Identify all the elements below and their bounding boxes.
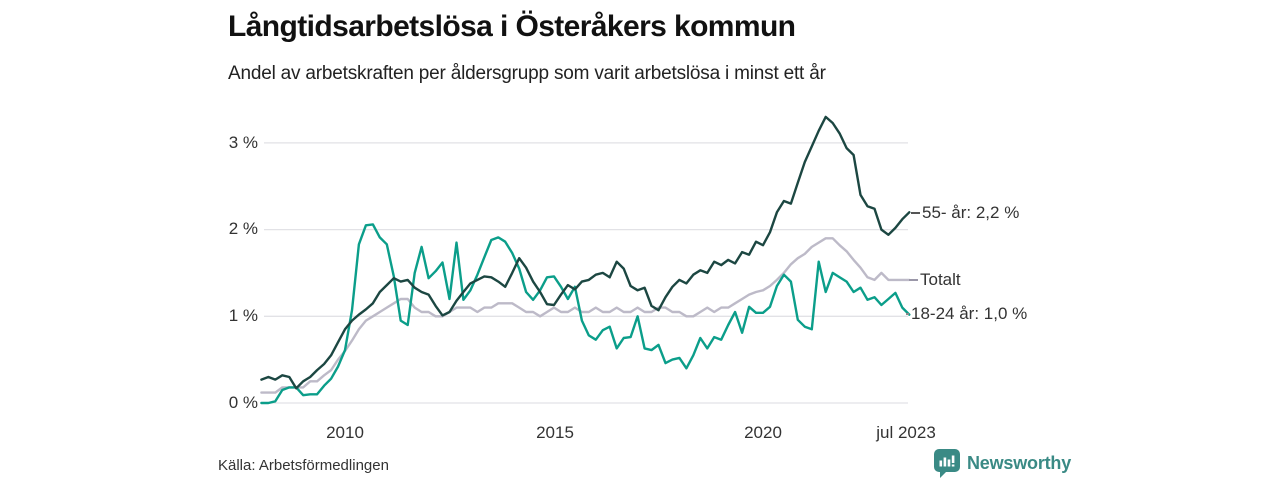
series-line-18-24-r [260,223,911,405]
newsworthy-brand: Newsworthy [934,449,1071,478]
x-axis-tick-jul-2023: jul 2023 [876,423,936,442]
y-axis-tick-3: 3 % [228,133,258,152]
y-axis-tick-1: 1 % [228,306,258,325]
page-title: Långtidsarbetslösa i Österåkers kommun [228,10,796,43]
source-attribution: Källa: Arbetsförmedlingen [218,457,389,474]
x-axis-tick-2020: 2020 [744,423,782,442]
newsworthy-logo-icon [934,449,960,478]
y-axis-tick-0: 0 % [228,393,258,412]
series-label-18-24-ar: 18-24 år: 1,0 % [906,304,1027,324]
chart-subtitle: Andel av arbetskraften per åldersgrupp s… [228,63,826,84]
series-line-Totalt [260,237,911,394]
line-end-dash-icon [911,212,920,214]
x-axis-tick-2015: 2015 [536,423,574,442]
y-axis-tick-2: 2 % [228,219,258,238]
series-label-totalt: Totalt [909,270,961,290]
x-axis-tick-2010: 2010 [326,423,364,442]
brand-name: Newsworthy [967,453,1072,473]
line-end-dash-icon [909,279,918,281]
series-line-55-r [260,115,911,390]
line-end-dot-icon [906,313,909,315]
series-label-55-ar: 55- år: 2,2 % [911,203,1019,223]
